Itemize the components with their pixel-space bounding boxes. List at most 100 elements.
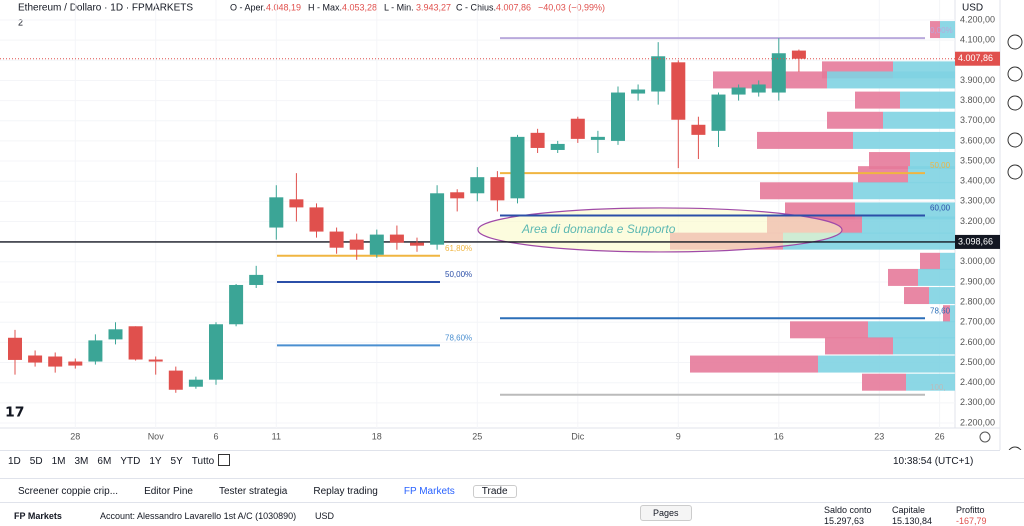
chart: Ethereum / Dollaro · 1D · FPMARKETS O - … bbox=[0, 0, 1024, 450]
volume-down bbox=[757, 131, 853, 149]
range-button[interactable]: Tutto bbox=[191, 456, 215, 467]
tab[interactable]: Tester strategia bbox=[218, 486, 288, 497]
pages-button[interactable]: Pages bbox=[640, 505, 692, 521]
candle-body bbox=[349, 239, 364, 250]
candle-body bbox=[88, 340, 103, 362]
price-tick-label: 3.300,00 bbox=[960, 196, 995, 206]
candle-body bbox=[410, 242, 424, 246]
fib-label: 78,60% bbox=[445, 334, 472, 343]
candle-body bbox=[731, 87, 746, 95]
profit: -167,79 bbox=[956, 516, 987, 526]
balance: 15.297,63 bbox=[824, 516, 865, 526]
currency: USD bbox=[962, 3, 983, 14]
icon[interactable] bbox=[1008, 446, 1022, 450]
volume-down bbox=[790, 321, 868, 339]
calendar-icon[interactable] bbox=[218, 454, 230, 466]
time-tick-label: 23 bbox=[874, 431, 884, 441]
fib-label: 50,00 bbox=[930, 161, 951, 170]
candle-body bbox=[611, 92, 625, 141]
time-tick-label: 18 bbox=[372, 431, 382, 441]
range-button[interactable]: YTD bbox=[120, 456, 141, 467]
volume-up bbox=[908, 166, 955, 184]
candle-body bbox=[530, 132, 545, 148]
candle-body bbox=[68, 361, 83, 366]
tab[interactable]: Trade bbox=[472, 485, 517, 498]
candle-body bbox=[570, 118, 585, 139]
range-button[interactable]: 1Y bbox=[149, 456, 162, 467]
range-button[interactable]: 3M bbox=[74, 456, 89, 467]
range-button[interactable]: 6M bbox=[97, 456, 112, 467]
range-button[interactable]: 1D bbox=[8, 456, 21, 467]
ohlc: C - Chius. bbox=[456, 2, 496, 12]
candle-body bbox=[329, 231, 344, 248]
candle-body bbox=[791, 50, 806, 59]
volume-up bbox=[853, 131, 955, 149]
volume-down bbox=[825, 337, 893, 355]
volume-up bbox=[827, 71, 955, 89]
candle-body bbox=[188, 379, 203, 387]
settings-icon[interactable] bbox=[979, 431, 991, 443]
price-tick-label: 2.400,00 bbox=[960, 377, 995, 387]
support-label: 3.098,66 bbox=[958, 236, 993, 246]
volume-up bbox=[818, 355, 955, 373]
range-button[interactable]: 5Y bbox=[170, 456, 183, 467]
candle-body bbox=[309, 207, 324, 232]
volume-up bbox=[883, 111, 955, 129]
price-tick-label: 3.500,00 bbox=[960, 155, 995, 165]
tab[interactable]: Replay trading bbox=[313, 486, 378, 497]
candle-body bbox=[269, 197, 284, 228]
tab[interactable]: Editor Pine bbox=[144, 486, 193, 497]
last-price-bg bbox=[955, 51, 1000, 66]
tab[interactable]: FP Markets bbox=[403, 486, 455, 497]
candle-body bbox=[108, 329, 123, 340]
support-label-bg bbox=[955, 234, 1000, 249]
candle-body bbox=[450, 192, 465, 199]
volume-up bbox=[900, 91, 955, 109]
range-button[interactable]: 1M bbox=[51, 456, 66, 467]
ohlc: O - Aper. bbox=[230, 2, 266, 12]
annotation: Area di domanda e Supporto bbox=[521, 222, 676, 236]
price-tick-label: 2.800,00 bbox=[960, 296, 995, 306]
volume-up bbox=[950, 305, 955, 323]
time-tick-label: 9 bbox=[676, 431, 681, 441]
price-tick-label: 2.900,00 bbox=[960, 276, 995, 286]
ohlc-value: 4.048,19 bbox=[266, 2, 301, 12]
candle-body bbox=[48, 356, 63, 367]
icon[interactable] bbox=[1007, 66, 1023, 82]
tab[interactable]: Screener coppie crip... bbox=[18, 486, 119, 497]
icon[interactable] bbox=[1007, 132, 1023, 148]
candle-body bbox=[28, 355, 43, 363]
time-tick-label: Nov bbox=[148, 431, 165, 441]
price-tick-label: 2.200,00 bbox=[960, 417, 995, 427]
price-tick-label: 3.200,00 bbox=[960, 216, 995, 226]
price-tick-label: 3.600,00 bbox=[960, 135, 995, 145]
candle-body bbox=[510, 136, 525, 199]
time-tick-label: 28 bbox=[70, 431, 80, 441]
time-tick-label: 16 bbox=[774, 431, 784, 441]
ohlc-value: 4.007,86 bbox=[496, 2, 531, 12]
icon[interactable] bbox=[1007, 34, 1023, 50]
icon[interactable] bbox=[1007, 164, 1023, 180]
fib-label: 50,00% bbox=[445, 270, 472, 279]
volume-down bbox=[888, 268, 918, 286]
tab-bar: Screener coppie crip... Editor Pine Tester… bbox=[0, 478, 1024, 501]
tv-logo: 𝟭𝟳 bbox=[5, 404, 24, 420]
candle-body bbox=[249, 274, 264, 285]
fib-label: 78,60 bbox=[930, 306, 951, 315]
volume-down bbox=[920, 252, 940, 270]
icon[interactable] bbox=[1007, 95, 1023, 111]
balance-label: Saldo conto bbox=[824, 505, 872, 515]
range-button[interactable]: 5D bbox=[29, 456, 43, 467]
indicator-count: 2 bbox=[18, 17, 23, 27]
volume-down bbox=[904, 287, 929, 305]
volume-up bbox=[940, 21, 955, 39]
equity-label: Capitale bbox=[892, 505, 926, 515]
candle-body bbox=[289, 199, 304, 208]
volume-down bbox=[690, 355, 818, 373]
broker: FP Markets bbox=[14, 511, 62, 521]
candle-body bbox=[430, 193, 445, 245]
volume-down bbox=[943, 305, 950, 323]
volume-up bbox=[906, 373, 955, 391]
volume-down bbox=[858, 166, 908, 184]
